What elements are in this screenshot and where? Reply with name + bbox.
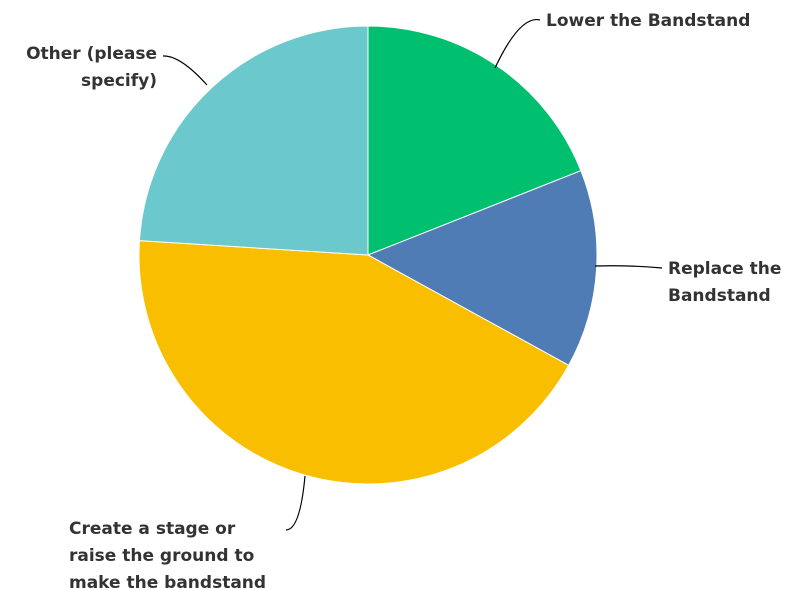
slice-label-line: Lower the Bandstand xyxy=(546,11,750,31)
slice-label-replace-the-bandstand: Replace the Bandstand xyxy=(668,259,781,306)
leader-line-create-a-stage-or-raise-the-ground-to-make-the-bandstand xyxy=(285,475,306,531)
slice-label-line: Create a stage or xyxy=(69,519,236,539)
slice-label-line: make the bandstand xyxy=(69,573,266,590)
slice-label-line: raise the ground to xyxy=(69,546,254,566)
pie-slice-replace-the-bandstand[interactable] xyxy=(366,170,598,366)
slice-label-line: Replace the xyxy=(668,259,781,279)
leader-line-other-please-specify xyxy=(162,55,208,86)
slice-label-line: Other (please xyxy=(26,44,157,64)
slice-label-line: specify) xyxy=(81,71,157,91)
pie-slice-create-a-stage-or-raise-the-ground-to-make-the-bandstand[interactable] xyxy=(138,240,570,485)
leader-line-replace-the-bandstand xyxy=(594,265,663,269)
pie-slices xyxy=(138,25,598,485)
leader-lines xyxy=(162,19,663,531)
pie-slice-other-please-specify[interactable] xyxy=(138,25,369,256)
slice-label-line: Bandstand xyxy=(668,286,771,306)
leader-line-lower-the-bandstand xyxy=(494,19,541,69)
slice-labels: Lower the Bandstand Replace the Bandstand C… xyxy=(26,11,781,590)
slice-label-lower-the-bandstand: Lower the Bandstand xyxy=(546,11,750,31)
slice-label-create-a-stage-or-raise-the-ground-to-make-the-bandstand: Create a stage or raise the ground to make… xyxy=(69,519,266,590)
slice-label-other-please-specify: Other (please specify) xyxy=(26,44,157,91)
